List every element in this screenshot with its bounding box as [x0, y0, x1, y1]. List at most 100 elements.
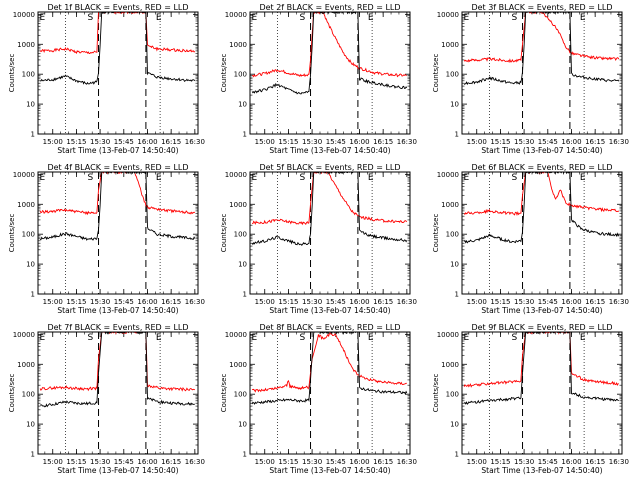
y-tick-label: 10000 — [225, 331, 247, 339]
annotation-marker: E — [252, 173, 258, 183]
y-tick-label: 10000 — [437, 11, 459, 19]
x-tick-label: 16:30 — [609, 458, 629, 466]
series-group — [463, 332, 619, 405]
plot-frame — [37, 171, 199, 295]
lld-series-line — [252, 12, 407, 78]
x-tick-label: 16:00 — [561, 298, 581, 306]
y-tick-label: 10 — [450, 261, 459, 269]
annotation-marker: E — [252, 13, 258, 23]
x-tick-label: 16:00 — [349, 298, 369, 306]
y-tick-label: 1 — [243, 291, 247, 299]
x-tick-label: 16:15 — [585, 138, 605, 146]
events-series-line — [39, 172, 196, 241]
x-tick-label: 15:45 — [326, 298, 346, 306]
lld-series-line — [39, 12, 196, 55]
y-tick-label: 1 — [31, 291, 35, 299]
x-tick-label: 15:15 — [278, 458, 298, 466]
x-tick-label: 16:30 — [609, 298, 629, 306]
panel-det-3: Det 3f BLACK = Events, RED = LLD Counts/s… — [432, 3, 629, 155]
x-tick-label: 15:00 — [255, 458, 275, 466]
x-axis-label: Start Time (13-Feb-07 14:50:40) — [57, 466, 178, 475]
y-tick-label: 1 — [31, 131, 35, 139]
annotation-marker: S — [300, 333, 306, 343]
plot-frame — [249, 171, 411, 295]
x-axis-label: Start Time (13-Feb-07 14:50:40) — [57, 306, 178, 315]
x-tick-label: 16:00 — [137, 298, 157, 306]
x-tick-label: 15:00 — [467, 458, 487, 466]
annotation-marker: E — [464, 13, 470, 23]
y-tick-label: 10 — [26, 261, 35, 269]
x-tick-label: 16:00 — [349, 458, 369, 466]
x-tick-label: 16:30 — [185, 458, 205, 466]
y-axis-label: Counts/sec — [220, 374, 228, 413]
x-tick-label: 15:15 — [66, 298, 86, 306]
y-axis-label: Counts/sec — [432, 374, 440, 413]
x-tick-label: 16:30 — [397, 138, 417, 146]
annotation-marker: E — [464, 333, 470, 343]
x-tick-label: 16:30 — [609, 138, 629, 146]
x-tick-label: 15:15 — [278, 138, 298, 146]
x-tick-label: 16:15 — [161, 298, 181, 306]
panel-det-9: Det 9f BLACK = Events, RED = LLD Counts/s… — [432, 323, 629, 475]
x-axis-label: Start Time (13-Feb-07 14:50:40) — [269, 146, 390, 155]
x-tick-label: 16:15 — [585, 458, 605, 466]
x-tick-label: 15:30 — [302, 458, 322, 466]
panel-title: Det 3f BLACK = Events, RED = LLD — [471, 3, 612, 12]
x-tick-label: 16:15 — [373, 298, 393, 306]
panel-title: Det 1f BLACK = Events, RED = LLD — [47, 3, 188, 12]
annotation-marker: E — [464, 173, 470, 183]
series-group — [463, 172, 620, 244]
y-tick-label: 100 — [446, 391, 459, 399]
annotation-marker: S — [512, 333, 518, 343]
y-tick-label: 10 — [26, 101, 35, 109]
annotation-marker: E — [156, 333, 162, 343]
annotation-marker: E — [580, 173, 586, 183]
series-group — [251, 332, 408, 405]
y-tick-label: 10 — [26, 421, 35, 429]
events-series-line — [39, 12, 196, 85]
y-tick-label: 10 — [450, 101, 459, 109]
series-group — [463, 12, 620, 86]
panel-det-5: Det 5f BLACK = Events, RED = LLD Counts/s… — [220, 163, 417, 315]
lld-series-line — [252, 172, 408, 226]
y-axis-label: Counts/sec — [8, 54, 16, 93]
annotation-marker: E — [368, 333, 374, 343]
y-tick-label: 100 — [446, 71, 459, 79]
lld-series-line — [39, 332, 196, 392]
y-tick-label: 10 — [450, 421, 459, 429]
panel-title: Det 9f BLACK = Events, RED = LLD — [471, 323, 612, 332]
y-tick-label: 100 — [446, 231, 459, 239]
x-tick-label: 15:30 — [514, 138, 534, 146]
x-tick-label: 16:30 — [397, 458, 417, 466]
y-tick-label: 100 — [234, 71, 247, 79]
annotation-marker: S — [88, 173, 94, 183]
y-tick-label: 100 — [234, 231, 247, 239]
y-tick-label: 1000 — [229, 361, 247, 369]
x-tick-label: 15:45 — [326, 458, 346, 466]
x-axis-label: Start Time (13-Feb-07 14:50:40) — [57, 146, 178, 155]
panel-title: Det 5f BLACK = Events, RED = LLD — [259, 163, 400, 172]
y-tick-label: 100 — [234, 391, 247, 399]
lld-series-line — [463, 172, 620, 216]
lld-series-line — [39, 172, 196, 216]
x-axis-label: Start Time (13-Feb-07 14:50:40) — [481, 146, 602, 155]
y-tick-label: 10 — [238, 421, 247, 429]
y-tick-label: 10000 — [13, 11, 35, 19]
y-tick-label: 10000 — [13, 171, 35, 179]
series-group — [251, 12, 408, 95]
x-tick-label: 16:15 — [161, 138, 181, 146]
annotation-marker: E — [252, 333, 258, 343]
panel-title: Det 2f BLACK = Events, RED = LLD — [259, 3, 400, 12]
x-tick-label: 16:30 — [185, 298, 205, 306]
annotation-marker: E — [580, 13, 586, 23]
events-series-line — [251, 332, 408, 405]
y-tick-label: 1 — [31, 451, 35, 459]
panel-det-4: Det 4f BLACK = Events, RED = LLD Counts/s… — [8, 163, 205, 315]
x-tick-label: 15:45 — [114, 458, 134, 466]
annotation-marker: S — [512, 173, 518, 183]
y-tick-label: 1000 — [17, 41, 35, 49]
x-tick-label: 15:45 — [538, 138, 558, 146]
events-series-line — [40, 332, 195, 408]
y-tick-label: 100 — [22, 71, 35, 79]
